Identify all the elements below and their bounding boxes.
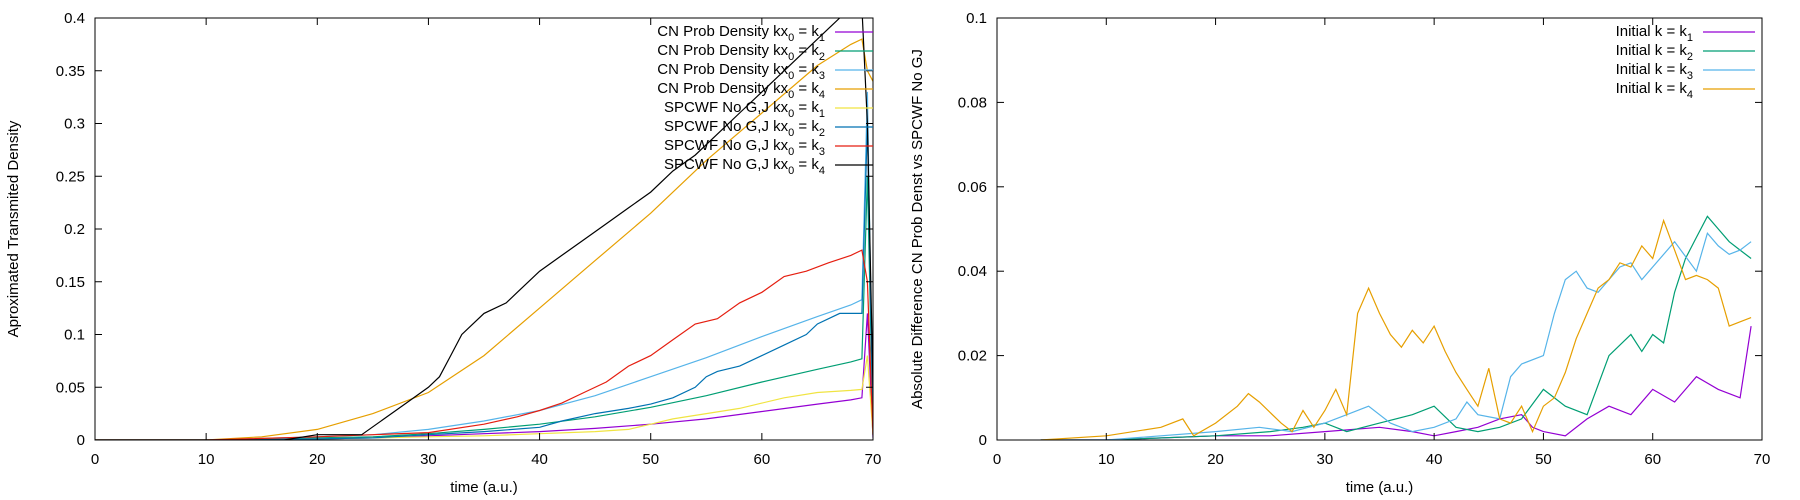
legend-entry-label: Initial k = k1: [1616, 23, 1693, 44]
x-tick-label: 0: [993, 451, 1001, 468]
series-line-7: [95, 249, 873, 440]
series-group: [95, 18, 873, 440]
y-tick-label: 0.3: [64, 116, 85, 133]
legend-entry-label: SPCWF No G,J kx0 = k4: [664, 156, 825, 177]
y-tick-label: 0.08: [958, 94, 987, 111]
y-tick-label: 0.04: [958, 263, 987, 280]
transmitted-density-chart: 0 10 20 30 40 50 60 70 0 0.05 0.1 0.15 0.2 0.25 0.3 0.3…: [5, 10, 882, 496]
legend-entry-label: CN Prob Density kx0 = k1: [657, 23, 825, 44]
y-axis-label: Aproximated Transmited Density: [5, 120, 22, 337]
plot-frame: [996, 17, 1763, 441]
legend-entry-label: Initial k = k2: [1616, 42, 1693, 63]
y-tick-label: 0.4: [64, 10, 85, 27]
y-tick-label: 0.35: [56, 63, 85, 80]
series-line-6: [95, 123, 873, 440]
x-tick-label: 70: [1754, 451, 1771, 468]
y-tick-label: 0.2: [64, 221, 85, 238]
y-tick-label: 0.05: [56, 379, 85, 396]
series-line-4: [1040, 218, 1752, 440]
x-axis-label: time (a.u.): [1346, 479, 1414, 496]
y-axis-label: Absolute Difference CN Prob Denst vs SPC…: [909, 49, 926, 409]
x-tick-label: 50: [1535, 451, 1552, 468]
series-line-5: [95, 355, 873, 440]
x-tick-label: 10: [198, 451, 215, 468]
y-tick-label: 0.25: [56, 168, 85, 185]
legend-entry-label: CN Prob Density kx0 = k3: [657, 61, 825, 82]
x-tick-label: 50: [642, 451, 659, 468]
x-axis-label: time (a.u.): [450, 479, 518, 496]
series-line-1: [1040, 326, 1752, 440]
legend-entry-label: SPCWF No G,J kx0 = k2: [664, 118, 825, 139]
series-line-3: [1040, 231, 1752, 440]
series-line-4: [95, 38, 873, 440]
x-tick-label: 20: [309, 451, 326, 468]
legend-entry-label: CN Prob Density kx0 = k2: [657, 42, 825, 63]
x-tick-label: 30: [1317, 451, 1334, 468]
x-tick-label: 70: [865, 451, 882, 468]
y-tick-label: 0.02: [958, 348, 987, 365]
series-group: [1040, 215, 1752, 440]
y-tick-label: 0.06: [958, 179, 987, 196]
x-tick-label: 20: [1207, 451, 1224, 468]
x-tick-label: 60: [754, 451, 771, 468]
legend-entry-label: SPCWF No G,J kx0 = k1: [664, 99, 825, 120]
x-tick-label: 0: [91, 451, 99, 468]
y-tick-label: 0: [979, 432, 987, 449]
y-tick-label: 0: [77, 432, 85, 449]
x-tick-label: 40: [1426, 451, 1443, 468]
x-tick-label: 10: [1098, 451, 1115, 468]
legend-entry-label: Initial k = k3: [1616, 61, 1693, 82]
legend-entry-label: CN Prob Density kx0 = k4: [657, 80, 825, 101]
absolute-difference-chart: 0 10 20 30 40 50 60 70 0 0.02 0.04 0.06 0.08 0.1 time …: [909, 10, 1770, 496]
y-tick-label: 0.1: [64, 327, 85, 344]
series-line-8: [95, 18, 873, 440]
x-tick-label: 30: [420, 451, 437, 468]
x-tick-label: 60: [1644, 451, 1661, 468]
series-line-2: [95, 176, 873, 440]
legend-entry-label: SPCWF No G,J kx0 = k3: [664, 137, 825, 158]
legend-entry-label: Initial k = k4: [1616, 80, 1693, 101]
y-tick-label: 0.1: [966, 10, 987, 27]
x-tick-label: 40: [531, 451, 548, 468]
y-tick-label: 0.15: [56, 274, 85, 291]
